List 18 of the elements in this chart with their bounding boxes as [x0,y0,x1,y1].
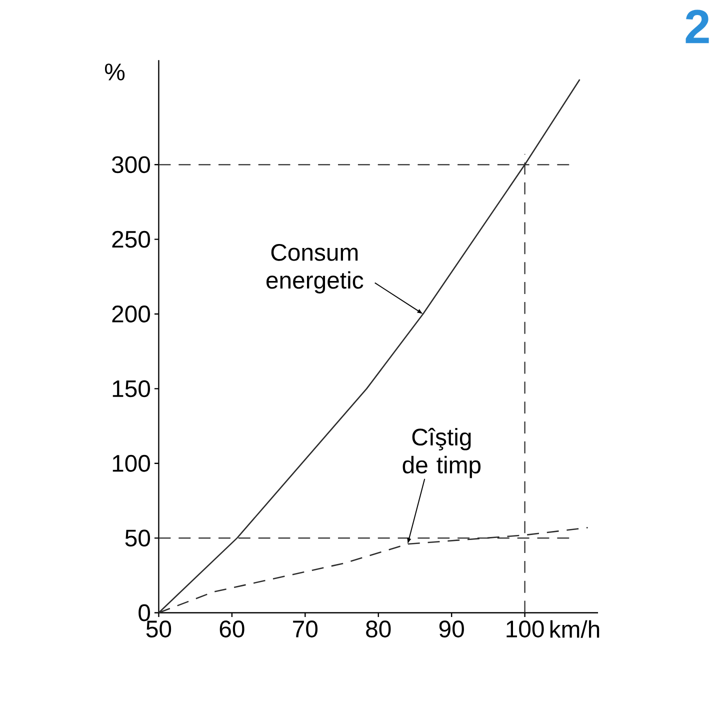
text: 2 [686,10,709,44]
y-tick-label: 200 [112,306,150,323]
y-tick-label: 100 [112,455,150,472]
x-tick-label: 60 [220,620,244,638]
y-tick-label: 50 [125,530,150,547]
x-tick-label: 100 [506,620,544,638]
y-axis-title: % [105,64,125,80]
y-tick-label: 250 [112,230,150,248]
y-tick-label: 0 [138,604,150,622]
x-tick-label: 70 [293,620,318,638]
x-axis-title: km/h [550,620,600,638]
text: Cîştig de timp [402,428,481,478]
x-tick-label: 90 [439,620,464,638]
x-tick-label: 80 [366,620,391,638]
x-tick-label: 50 [146,620,172,638]
y-tick-label: 300 [112,156,150,174]
text: Consum energetic [266,244,364,294]
y-tick-label: 150 [112,380,150,398]
